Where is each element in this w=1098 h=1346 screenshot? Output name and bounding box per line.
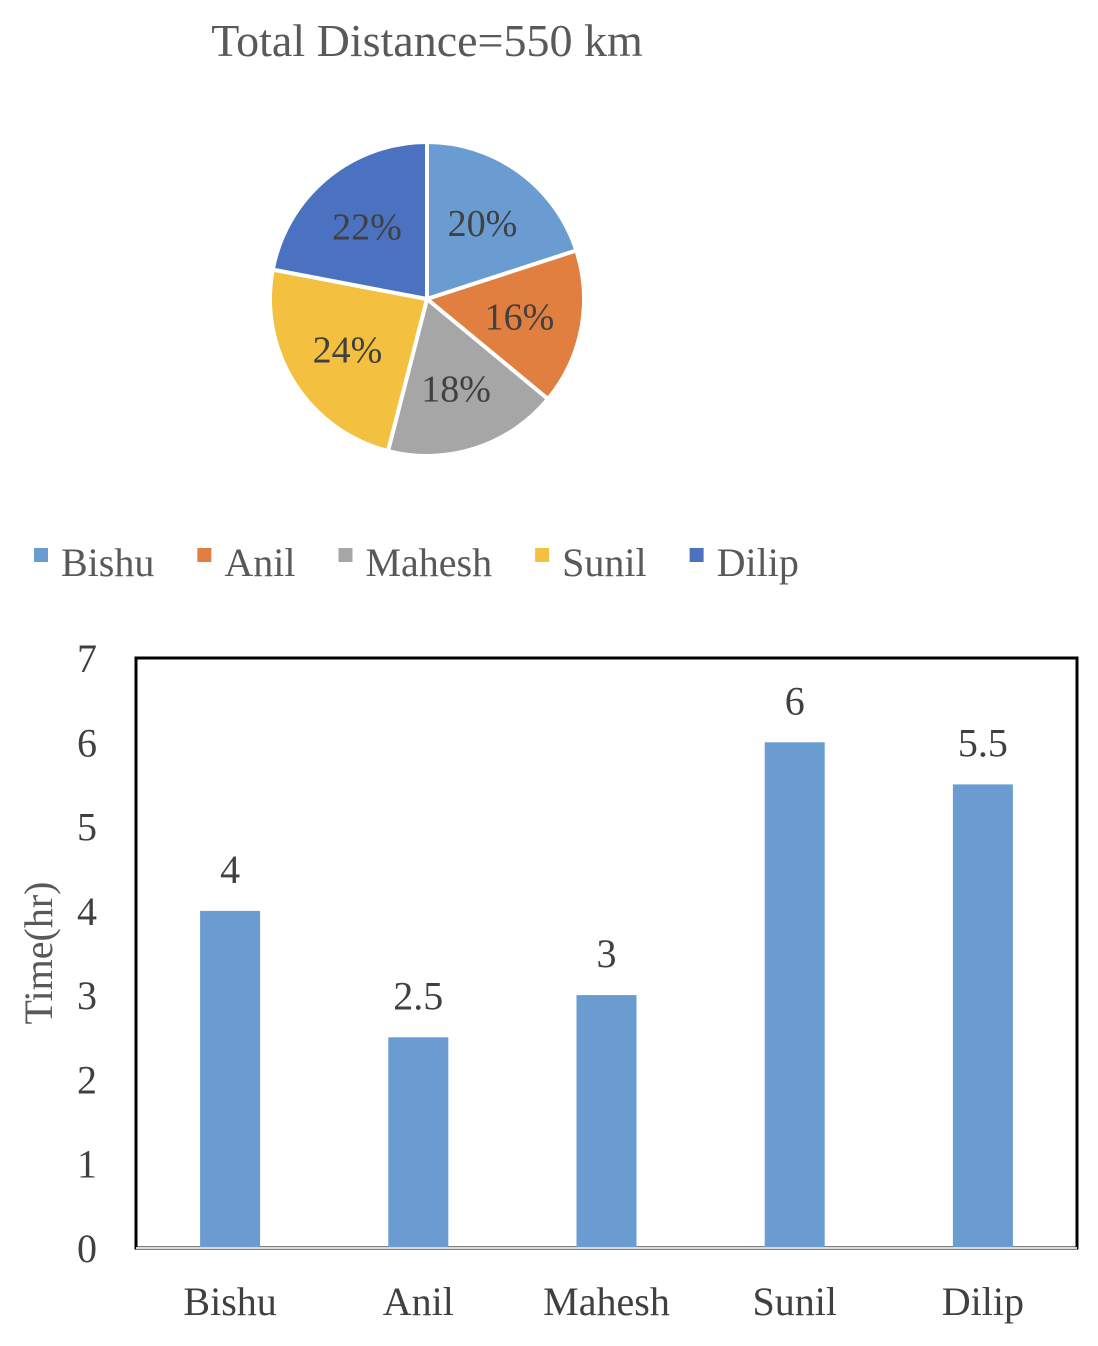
y-tick-5: 5 (77, 805, 97, 850)
legend-item-bishu: Bishu (34, 540, 154, 585)
x-tick-anil: Anil (383, 1279, 454, 1324)
pie-slice-sunil (268, 267, 430, 454)
x-tick-labels: Bishu Anil Mahesh Sunil Dilip (183, 1279, 1024, 1324)
pie-slice-anil (422, 247, 587, 402)
legend-swatch-mahesh (338, 548, 353, 562)
x-tick-mahesh: Mahesh (543, 1279, 670, 1324)
legend-swatch-dilip (689, 548, 704, 562)
legend-swatch-bishu (34, 548, 48, 562)
legend-label-anil: Anil (224, 540, 295, 585)
y-tick-3: 3 (77, 973, 97, 1018)
data-label-dilip: 5.5 (958, 720, 1008, 765)
pie-label-bishu: 20% (448, 203, 518, 245)
pie-label-dilip: 22% (332, 206, 402, 248)
legend-item-dilip: Dilip (689, 540, 799, 585)
pie-label-anil: 16% (485, 297, 555, 339)
legend-swatch-sunil (535, 548, 550, 562)
bar-bishu (200, 910, 261, 1248)
pie-label-mahesh: 18% (421, 369, 491, 411)
y-tick-7: 7 (77, 636, 97, 681)
bar-anil (388, 1037, 449, 1248)
data-label-anil: 2.5 (393, 973, 443, 1018)
data-label-sunil: 6 (785, 678, 805, 723)
pie-legend: Bishu Anil Mahesh Sunil Dilip (34, 540, 799, 585)
legend-label-bishu: Bishu (61, 540, 154, 585)
bar-chart: 0 1 2 3 4 5 6 7 4 2.5 3 6 5.5 Bishu Anil Mahesh Sunil D… (16, 636, 1079, 1324)
pie-slice-labels: 20% 16% 18% 24% 22% (313, 203, 555, 411)
legend-label-dilip: Dilip (717, 540, 799, 585)
x-tick-sunil: Sunil (752, 1279, 836, 1324)
pie-title: Total Distance=550 km (211, 15, 643, 66)
bar-dilip (952, 784, 1013, 1248)
legend-label-mahesh: Mahesh (365, 540, 492, 585)
pie-label-sunil: 24% (313, 330, 383, 372)
pie-slice-dilip (270, 139, 429, 302)
legend-item-mahesh: Mahesh (338, 540, 492, 585)
pie-slice-bishu (425, 139, 579, 302)
y-tick-1: 1 (77, 1142, 97, 1187)
pie-chart: Total Distance=550 km 20% 16% 18% 24% 22% Bi… (34, 15, 799, 585)
bar-sunil (764, 742, 825, 1248)
pie-slice-mahesh (385, 295, 551, 459)
y-tick-4: 4 (77, 889, 97, 934)
bar-mahesh (576, 995, 637, 1248)
legend-swatch-anil (197, 548, 212, 562)
bars (200, 742, 1013, 1248)
y-tick-2: 2 (77, 1057, 97, 1102)
y-axis-title: Time(hr) (16, 882, 61, 1025)
pie-slices (268, 139, 587, 459)
x-tick-bishu: Bishu (183, 1279, 276, 1324)
y-tick-labels: 0 1 2 3 4 5 6 7 (77, 636, 97, 1271)
data-label-mahesh: 3 (597, 931, 617, 976)
legend-item-anil: Anil (197, 540, 295, 585)
legend-label-sunil: Sunil (562, 540, 646, 585)
data-label-bishu: 4 (220, 847, 240, 892)
bar-data-labels: 4 2.5 3 6 5.5 (220, 678, 1008, 1018)
x-tick-dilip: Dilip (942, 1279, 1024, 1324)
legend-item-sunil: Sunil (535, 540, 647, 585)
y-tick-6: 6 (77, 720, 97, 765)
y-tick-0: 0 (77, 1226, 97, 1271)
